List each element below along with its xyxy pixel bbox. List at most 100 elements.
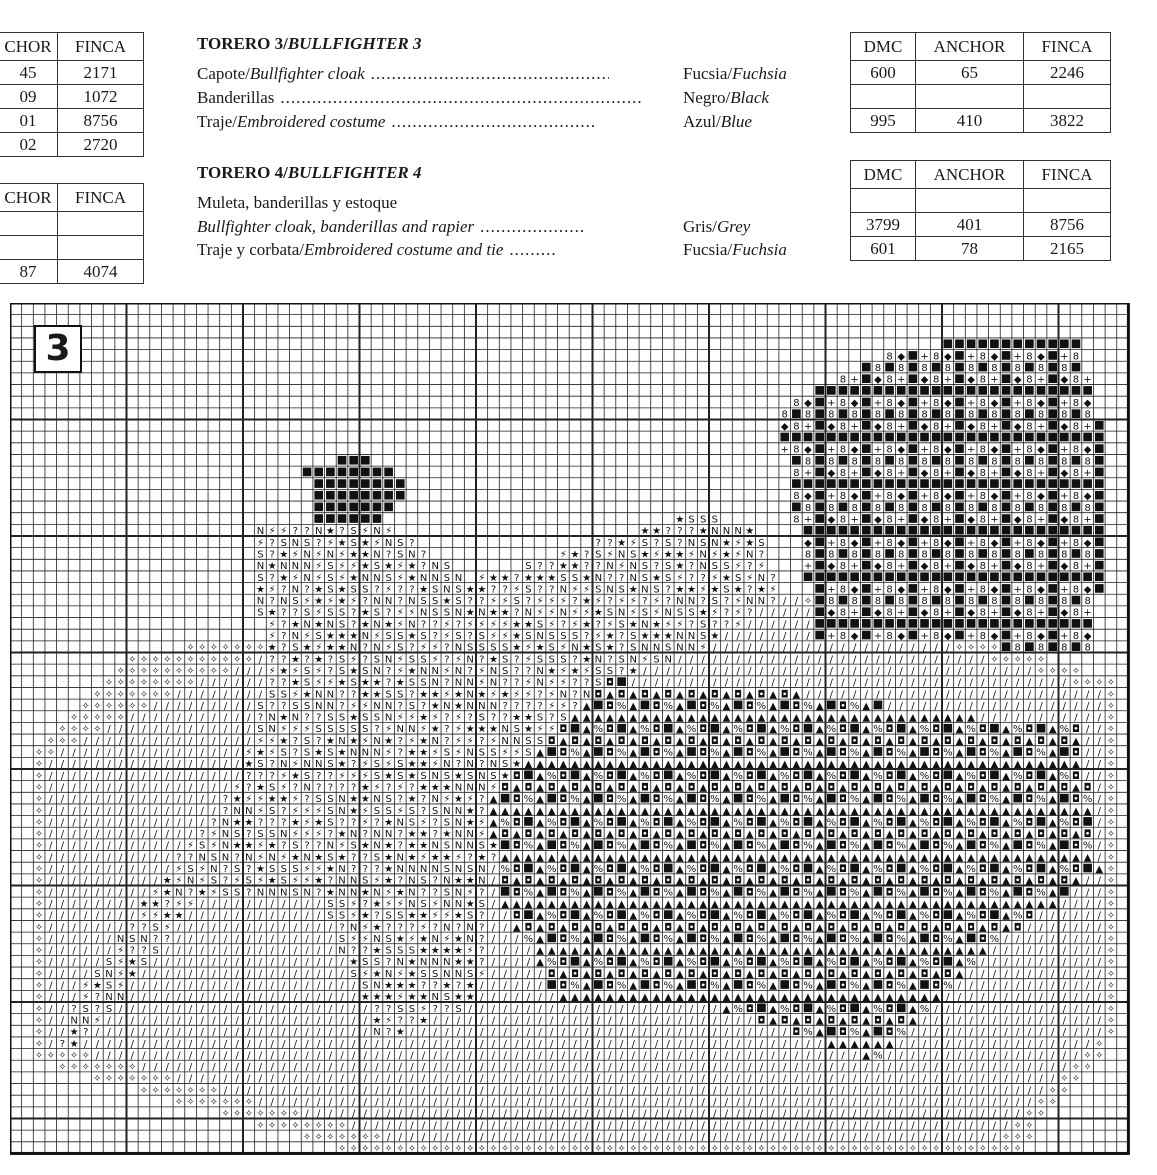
stitch-symbol: ★ <box>244 759 253 770</box>
stitch-symbol: / <box>189 806 193 817</box>
stitch-symbol: ▲ <box>676 841 684 852</box>
stitch-symbol: ▲ <box>839 713 847 724</box>
stitch-cell <box>1013 840 1023 850</box>
stitch-symbol: ▲ <box>746 713 754 724</box>
stitch-cell <box>966 386 976 395</box>
stitch-symbol: 8 <box>980 631 986 642</box>
stitch-cell <box>372 490 382 500</box>
stitch-symbol: ▲ <box>1049 724 1057 735</box>
stitch-symbol: ⚡ <box>117 969 124 980</box>
stitch-symbol: ▲ <box>583 899 591 910</box>
stitch-symbol: / <box>585 1015 589 1026</box>
stitch-symbol: N <box>560 608 567 619</box>
stitch-symbol: / <box>340 1097 344 1108</box>
stitch-symbol: ◘ <box>990 922 998 933</box>
stitch-symbol: / <box>713 666 717 677</box>
stitch-symbol: ◘ <box>781 969 789 980</box>
stitch-symbol: + <box>990 375 998 386</box>
stitch-symbol: / <box>247 1015 251 1026</box>
stitch-symbol: ✧ <box>70 724 78 735</box>
stitch-symbol: ▲ <box>1026 829 1034 840</box>
stitch-symbol: ◘ <box>1014 876 1022 887</box>
stitch-symbol: ★ <box>454 689 463 700</box>
stitch-symbol: / <box>457 1097 461 1108</box>
stitch-symbol: ✧ <box>349 1144 357 1155</box>
stitch-symbol: ▲ <box>1049 748 1057 759</box>
stitch-symbol: ? <box>526 666 531 677</box>
stitch-symbol: / <box>573 1085 577 1096</box>
stitch-symbol: / <box>503 1132 507 1143</box>
stitch-symbol: / <box>608 1027 612 1038</box>
stitch-symbol: S <box>292 596 298 607</box>
stitch-symbol: / <box>434 1120 438 1131</box>
stitch-symbol: ▲ <box>536 957 544 968</box>
stitch-symbol: ▲ <box>1014 759 1022 770</box>
stitch-symbol: / <box>736 631 740 642</box>
stitch-symbol: N <box>455 678 462 689</box>
stitch-symbol: / <box>923 678 927 689</box>
stitch-symbol: % <box>920 724 930 735</box>
stitch-symbol: S <box>432 806 438 817</box>
stitch-symbol: ▲ <box>921 992 929 1003</box>
stitch-symbol: ? <box>316 782 321 793</box>
stitch-symbol: S <box>665 561 671 572</box>
stitch-symbol: ✧ <box>1014 654 1022 665</box>
stitch-symbol: ▲ <box>536 806 544 817</box>
stitch-symbol: / <box>305 1039 309 1050</box>
stitch-symbol: / <box>643 1015 647 1026</box>
stitch-symbol: ✧ <box>35 981 43 992</box>
stitch-symbol: / <box>503 1050 507 1061</box>
stitch-symbol: / <box>1051 1027 1055 1038</box>
stitch-symbol: / <box>72 794 76 805</box>
stitch-symbol: ✧ <box>326 1120 334 1131</box>
stitch-symbol: / <box>888 689 892 700</box>
stitch-symbol: / <box>340 1085 344 1096</box>
stitch-symbol: / <box>585 1039 589 1050</box>
stitch-symbol: ◘ <box>559 841 567 852</box>
stitch-symbol: / <box>503 981 507 992</box>
stitch-symbol: ▲ <box>560 759 568 770</box>
stitch-symbol: ▲ <box>862 1015 870 1026</box>
stitch-symbol: / <box>247 899 251 910</box>
stitch-symbol: ▲ <box>676 946 684 957</box>
stitch-symbol: ▲ <box>1002 876 1010 887</box>
stitch-symbol: / <box>503 1074 507 1085</box>
stitch-symbol: ◘ <box>932 864 940 875</box>
stitch-symbol: / <box>96 946 100 957</box>
stitch-symbol: / <box>981 701 985 712</box>
stitch-symbol: / <box>562 1027 566 1038</box>
stitch-symbol: N <box>466 701 473 712</box>
stitch-symbol: S <box>234 887 240 898</box>
stitch-symbol: ▲ <box>839 992 847 1003</box>
stitch-symbol: / <box>1004 678 1008 689</box>
stitch-symbol: / <box>1028 1085 1032 1096</box>
stitch-symbol: / <box>736 1015 740 1026</box>
stitch-cell <box>687 700 696 710</box>
stitch-symbol: N <box>338 736 345 747</box>
stitch-symbol: ▲ <box>816 957 824 968</box>
stitch-symbol: N <box>443 876 450 887</box>
stitch-symbol: / <box>1004 969 1008 980</box>
stitch-symbol: ★ <box>314 876 323 887</box>
stitch-symbol: / <box>445 1109 449 1120</box>
stitch-symbol: ▲ <box>909 759 917 770</box>
stitch-cell <box>1048 362 1057 372</box>
stitch-symbol: / <box>142 1050 146 1061</box>
stitch-symbol: ✧ <box>47 748 55 759</box>
stitch-symbol: ▲ <box>699 736 707 747</box>
stitch-symbol: 8 <box>875 596 881 607</box>
stitch-symbol: ✧ <box>128 678 136 689</box>
stitch-symbol: ◆ <box>1084 538 1092 549</box>
item-en: Embroidered costume and tie <box>304 240 503 259</box>
stitch-symbol: ▲ <box>594 806 602 817</box>
stitch-symbol: ⚡ <box>478 573 485 584</box>
stitch-symbol: / <box>294 1050 298 1061</box>
stitch-symbol: ▲ <box>723 806 731 817</box>
stitch-symbol: ◘ <box>559 817 567 828</box>
stitch-symbol: / <box>177 1015 181 1026</box>
stitch-symbol: / <box>259 1027 263 1038</box>
stitch-symbol: ★ <box>372 992 381 1003</box>
stitch-symbol: ★ <box>372 1015 381 1026</box>
stitch-symbol: ◘ <box>839 724 847 735</box>
stitch-symbol: 8 <box>1084 596 1090 607</box>
